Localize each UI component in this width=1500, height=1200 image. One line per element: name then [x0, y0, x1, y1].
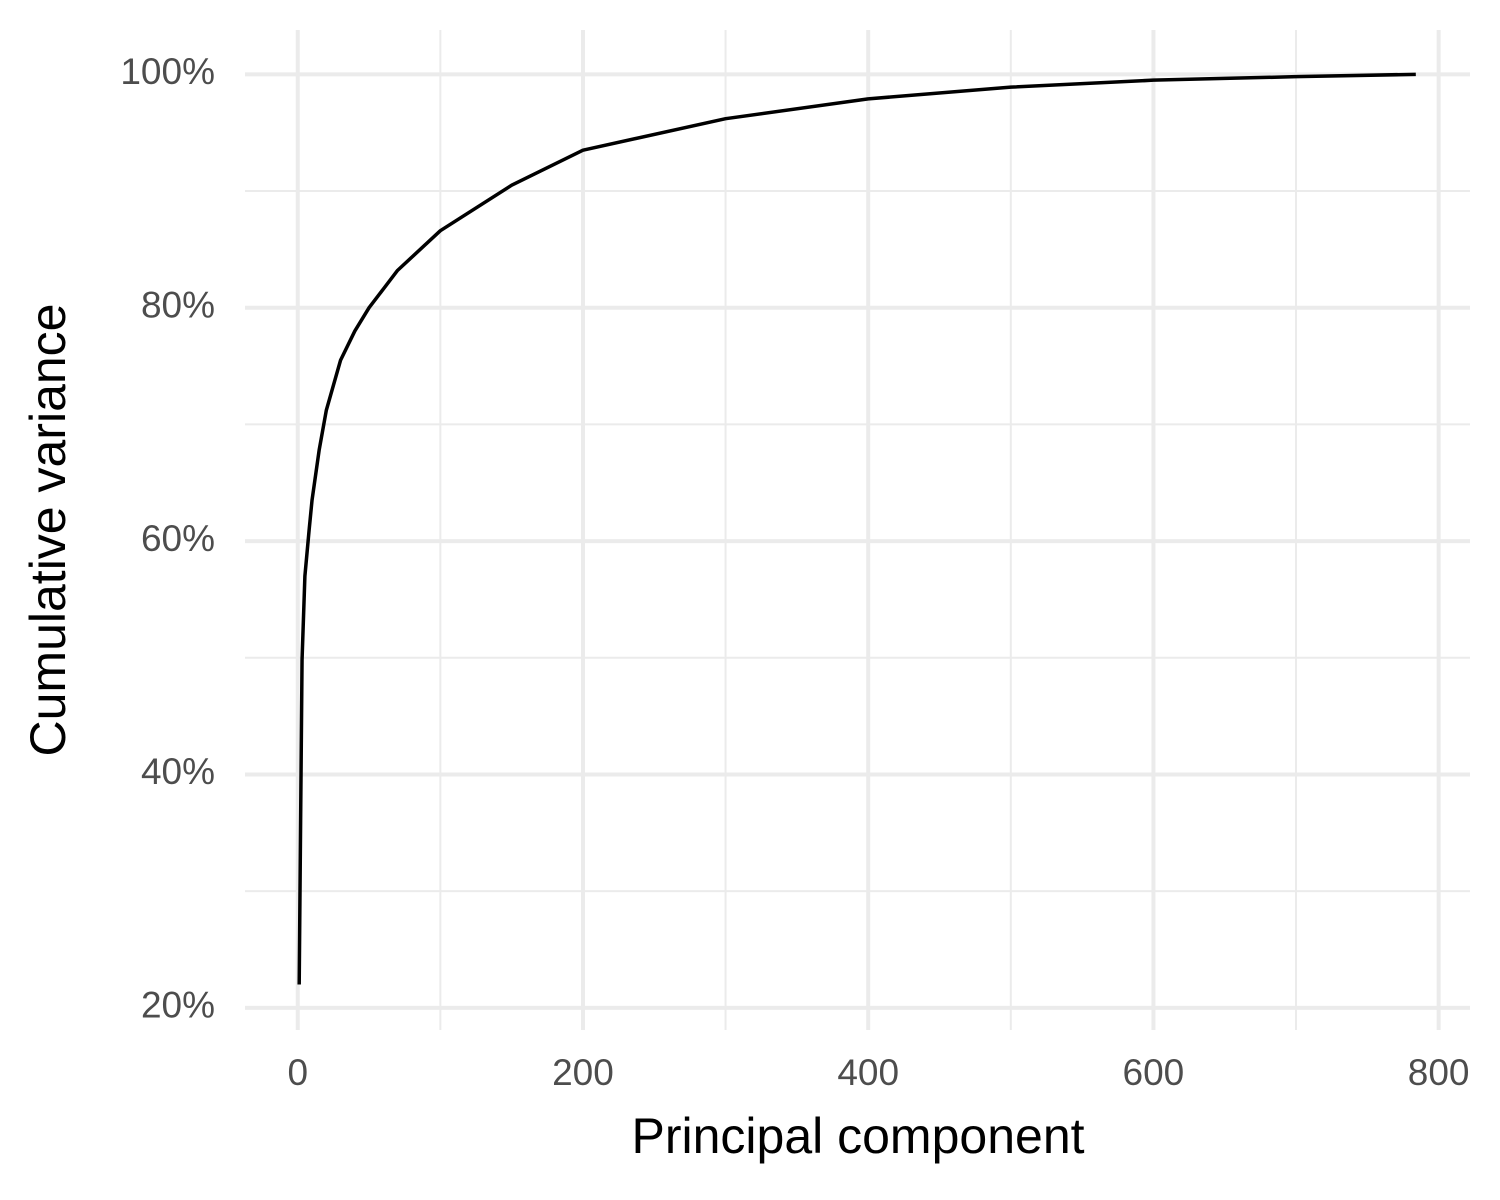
x-tick-label: 800: [1408, 1052, 1470, 1093]
y-tick-label: 80%: [141, 284, 215, 325]
line: [297, 72, 1416, 985]
x-tick-label: 600: [1123, 1052, 1185, 1093]
x-tick-label: 200: [552, 1052, 614, 1093]
x-tick-label: 0: [287, 1052, 308, 1093]
y-tick-label: 100%: [120, 51, 215, 92]
y-tick-label: 40%: [141, 751, 215, 792]
grid: [245, 30, 1470, 1030]
y-axis-title: Cumulative variance: [20, 304, 76, 757]
x-tick-label: 400: [837, 1052, 899, 1093]
y-tick-label: 20%: [141, 985, 215, 1026]
y-tick-label: 60%: [141, 518, 215, 559]
plot: [297, 72, 1416, 985]
x-axis-title: Principal component: [631, 1108, 1084, 1164]
